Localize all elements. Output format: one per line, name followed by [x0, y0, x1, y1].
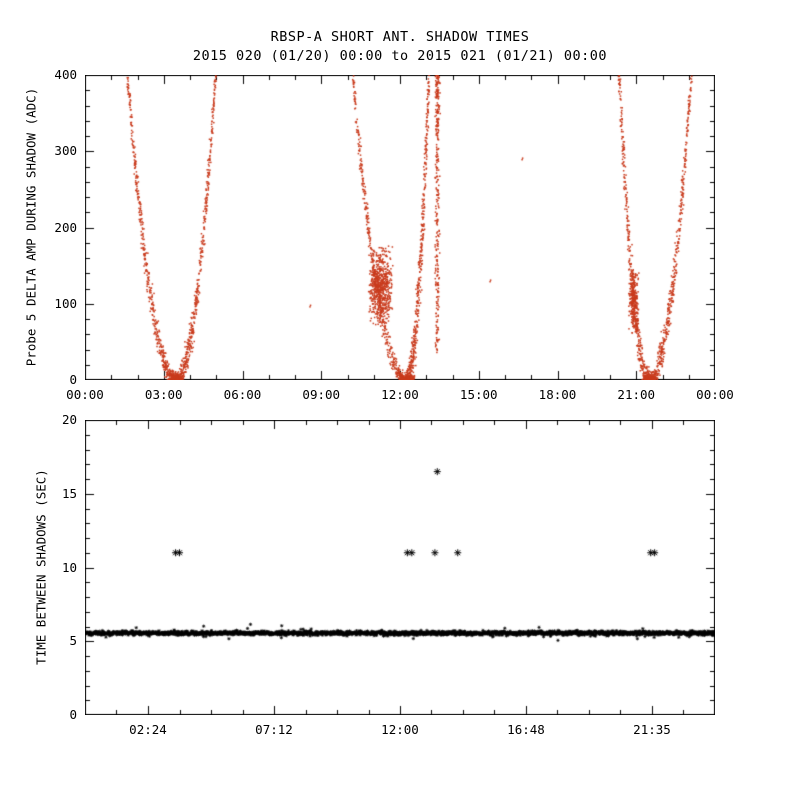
- x-tick-label: 02:24: [129, 722, 167, 737]
- top-panel-scatter-plot: [85, 75, 715, 380]
- x-tick-label: 21:35: [633, 722, 671, 737]
- y-tick-label: 0: [69, 372, 77, 387]
- x-tick-label: 15:00: [459, 387, 498, 402]
- x-tick-label: 03:00: [144, 387, 183, 402]
- bottom-panel-scatter-plot: [85, 420, 715, 715]
- y-tick-label: 5: [69, 633, 77, 649]
- y-tick-label: 400: [54, 67, 77, 82]
- x-tick-label: 12:00: [381, 722, 419, 737]
- y-tick-label: 10: [61, 559, 77, 575]
- x-tick-label: 21:00: [617, 387, 656, 402]
- y-tick-label: 20: [61, 412, 77, 427]
- x-tick-label: 00:00: [66, 387, 104, 402]
- x-tick-label: 06:00: [223, 387, 262, 402]
- y-tick-label: 0: [69, 707, 77, 722]
- y-tick-label: 100: [54, 295, 77, 311]
- x-tick-label: 12:00: [381, 387, 419, 402]
- chart-subtitle: 2015 020 (01/20) 00:00 to 2015 021 (01/2…: [192, 48, 608, 64]
- y-tick-label: 15: [61, 485, 77, 501]
- x-tick-label: 07:12: [255, 722, 293, 737]
- x-tick-label: 00:00: [696, 387, 734, 402]
- chart-title: RBSP-A SHORT ANT. SHADOW TIMES: [270, 29, 530, 45]
- x-tick-label: 16:48: [507, 722, 545, 737]
- y-tick-label: 200: [54, 219, 77, 235]
- y-tick-label: 300: [54, 143, 77, 159]
- x-tick-label: 09:00: [302, 387, 341, 402]
- x-tick-label: 18:00: [538, 387, 577, 402]
